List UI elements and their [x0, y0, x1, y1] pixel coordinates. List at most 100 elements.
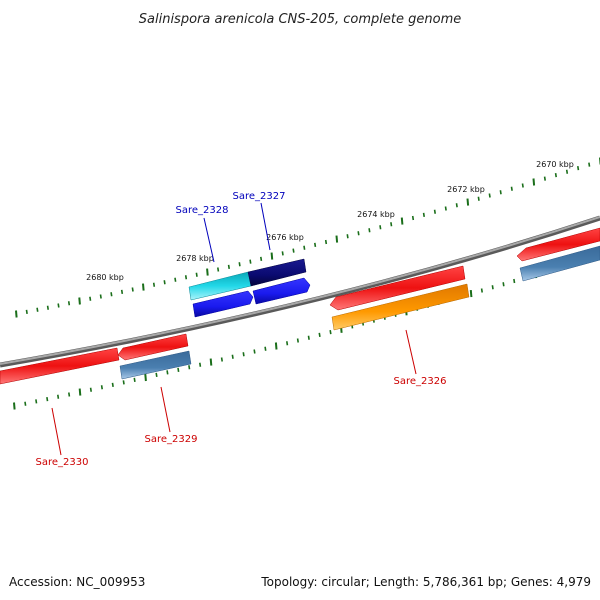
- outer-minor-tick: [521, 183, 524, 188]
- gene-cds-sare-2327[interactable]: [252, 277, 311, 305]
- gene-label-sare-2326[interactable]: Sare_2326: [394, 376, 447, 387]
- leader-line-sare-2330: [51, 407, 62, 456]
- outer-major-tick: [142, 283, 145, 291]
- kbp-labels: 2680 kbp 2678 kbp 2676 kbp 2674 kbp 2672…: [86, 160, 574, 282]
- outer-minor-tick: [163, 280, 166, 285]
- gene-label-sare-2327[interactable]: Sare_2327: [233, 191, 286, 202]
- inner-minor-tick: [296, 338, 299, 343]
- leader-line-sare-2328: [203, 217, 215, 263]
- outer-minor-tick: [303, 245, 306, 250]
- outer-major-tick: [532, 178, 536, 186]
- inner-major-tick: [78, 388, 82, 396]
- inner-minor-tick: [220, 357, 223, 362]
- outer-minor-tick: [324, 239, 328, 245]
- genome-backbone-highlight: [0, 216, 600, 365]
- inner-major-tick: [274, 342, 278, 350]
- outer-minor-tick: [281, 251, 284, 256]
- outer-minor-tick: [499, 190, 502, 195]
- inner-minor-tick: [111, 382, 114, 388]
- outer-major-tick: [78, 297, 81, 305]
- outer-minor-tick: [292, 248, 295, 253]
- inner-minor-tick: [57, 394, 60, 399]
- outer-minor-tick: [314, 242, 317, 248]
- inner-minor-tick: [199, 362, 202, 367]
- feature-sare-2326[interactable]: [329, 265, 470, 331]
- feature-sare-2328[interactable]: [188, 271, 254, 318]
- outer-major-tick: [335, 235, 339, 243]
- outer-major-tick: [270, 252, 274, 260]
- outer-minor-tick: [174, 277, 177, 282]
- inner-minor-tick: [329, 329, 332, 335]
- gene-cds-sare-2329[interactable]: [119, 350, 192, 380]
- gene-arrow-sare-2326[interactable]: [329, 265, 466, 311]
- feature-sare-2327[interactable]: [247, 258, 311, 305]
- feature-sare-2329[interactable]: [117, 333, 192, 380]
- outer-minor-tick: [510, 186, 513, 191]
- inner-major-tick: [144, 373, 147, 382]
- outer-minor-tick: [433, 209, 436, 214]
- inner-minor-tick: [166, 370, 169, 375]
- inner-minor-tick: [68, 392, 71, 397]
- inner-minor-tick: [502, 282, 505, 287]
- genome-title: Salinispora arenicola CNS-205, complete …: [139, 12, 461, 27]
- outer-minor-tick: [67, 301, 71, 306]
- outer-minor-tick: [99, 294, 102, 299]
- outer-minor-tick: [195, 272, 198, 277]
- gene-cds-right-edge[interactable]: [519, 245, 600, 282]
- outer-minor-tick: [588, 162, 591, 167]
- inner-minor-tick: [133, 377, 136, 383]
- gene-label-sare-2330[interactable]: Sare_2330: [36, 457, 89, 468]
- inner-minor-tick: [513, 278, 516, 284]
- feature-right-edge[interactable]: [516, 227, 600, 282]
- outer-minor-tick: [488, 193, 491, 198]
- gene-arrow-sare-2330[interactable]: [0, 347, 120, 385]
- outer-minor-tick: [543, 176, 546, 181]
- kbp-label-2670: 2670 kbp: [536, 160, 574, 169]
- outer-minor-tick: [379, 225, 382, 230]
- outer-minor-tick: [390, 222, 393, 227]
- inner-major-tick: [209, 358, 213, 366]
- gene-label-sare-2329[interactable]: Sare_2329: [145, 434, 198, 445]
- outer-minor-tick: [217, 267, 220, 272]
- outer-major-tick: [466, 198, 470, 206]
- outer-minor-tick: [554, 172, 557, 178]
- leader-line-sare-2327: [260, 202, 271, 251]
- outer-minor-tick: [110, 292, 113, 297]
- accession-text: Accession: NC_009953: [9, 575, 145, 589]
- kbp-label-2680: 2680 kbp: [86, 273, 124, 282]
- outer-minor-tick: [238, 262, 241, 267]
- kbp-label-2676: 2676 kbp: [266, 233, 304, 242]
- inner-minor-tick: [307, 335, 310, 340]
- gene-labels: Sare_2330 Sare_2329 Sare_2328 Sare_2327 …: [36, 191, 447, 468]
- outer-minor-tick: [36, 307, 39, 312]
- outer-minor-tick: [260, 256, 263, 262]
- inner-minor-tick: [89, 387, 92, 392]
- inner-minor-tick: [286, 341, 289, 346]
- leader-line-sare-2329: [160, 386, 171, 433]
- outer-tick-ring: [15, 157, 600, 318]
- inner-minor-tick: [264, 346, 267, 351]
- gene-leader-lines: [51, 202, 417, 456]
- gene-cds-sare-2326[interactable]: [331, 283, 470, 331]
- outer-minor-tick: [422, 212, 425, 218]
- leader-line-sare-2326: [405, 329, 417, 375]
- feature-sare-2330[interactable]: [0, 347, 120, 385]
- inner-minor-tick: [177, 367, 180, 373]
- outer-minor-tick: [25, 309, 28, 315]
- gene-label-sare-2328[interactable]: Sare_2328: [176, 205, 229, 216]
- outer-minor-tick: [444, 206, 447, 211]
- outer-minor-tick: [57, 303, 60, 308]
- inner-major-tick: [469, 290, 473, 298]
- inner-minor-tick: [100, 385, 103, 390]
- inner-minor-tick: [188, 365, 191, 370]
- inner-minor-tick: [480, 288, 483, 293]
- gene-cds-sare-2328[interactable]: [192, 290, 254, 318]
- gene-arrow-sare-2327[interactable]: [247, 258, 307, 287]
- inner-minor-tick: [231, 354, 234, 359]
- inner-minor-tick: [318, 332, 321, 338]
- genome-summary-text: Topology: circular; Length: 5,786,361 bp…: [260, 575, 591, 589]
- gene-arrow-right-edge[interactable]: [516, 227, 600, 262]
- gene-arrow-sare-2329[interactable]: [117, 333, 189, 361]
- outer-minor-tick: [131, 287, 134, 292]
